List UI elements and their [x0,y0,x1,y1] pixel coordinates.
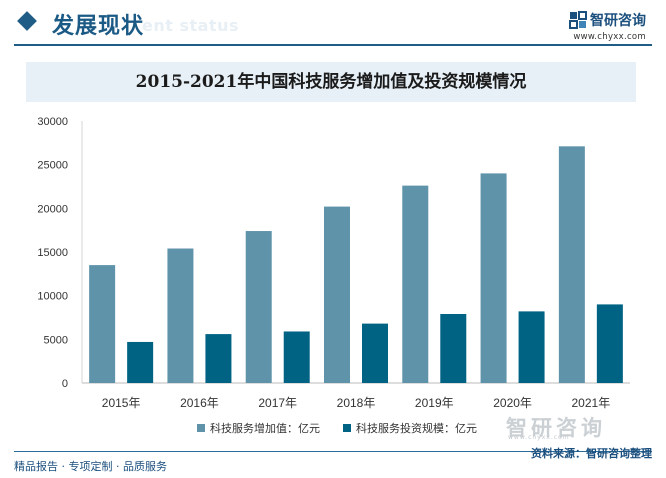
bar-series1 [89,265,116,383]
y-tick-label: 10000 [37,291,68,303]
bar-series1 [324,206,350,383]
legend-label-series1: 科技服务增加值：亿元 [210,421,320,435]
brand-name: 智研咨询 [590,12,646,29]
y-tick-label: 20000 [37,203,68,215]
watermark-url: www.chyxx.com [508,434,570,441]
brand-block: 智研咨询 www.chyxx.com [569,9,646,42]
watermark-logo: 智研咨询 [506,416,606,440]
y-tick-label: 0 [62,378,68,390]
x-tick-label: 2019年 [415,396,454,410]
bar-series2 [283,331,310,383]
x-tick-label: 2020年 [493,396,532,410]
section-title: 发展现状 [52,14,145,39]
chart-title: 2015-2021年中国科技服务增加值及投资规模情况 [135,72,527,92]
bar-series1 [480,173,507,383]
header-ghost-text: ent status [142,16,239,35]
zhiyan-logo-icon [569,10,587,29]
bar-series1 [245,231,272,383]
bar-series2 [127,341,154,383]
bar-series2 [362,323,388,383]
bar-series2 [205,334,232,383]
y-tick-label: 30000 [37,116,68,128]
legend-swatch-series1 [197,424,205,432]
y-tick-label: 25000 [37,160,68,172]
bar-series2 [596,304,623,383]
x-tick-label: 2015年 [102,396,141,410]
x-tick-label: 2017年 [258,396,297,410]
y-tick-label: 5000 [44,334,68,346]
bar-series2 [518,311,545,383]
bar-series2 [440,314,467,383]
footer-divider [14,451,652,452]
data-source: 资料来源：智研咨询整理 [531,447,652,460]
header-divider [14,44,652,46]
legend-label-series2: 科技服务投资规模：亿元 [356,421,477,435]
chart-title-band: 2015-2021年中国科技服务增加值及投资规模情况 [26,62,636,102]
section-header: ent status 发展现状 智研咨询 www.chyxx.com [0,0,666,50]
x-tick-label: 2018年 [337,396,376,410]
bar-series1 [402,185,429,383]
bar-series1 [558,146,585,383]
brand-url: www.chyxx.com [573,31,646,42]
bar-series1 [167,248,194,383]
x-tick-label: 2016年 [180,396,219,410]
y-tick-label: 15000 [37,247,68,259]
x-tick-label: 2021年 [572,396,611,410]
footer-tagline: 精品报告 · 专项定制 · 品质服务 [14,460,167,473]
legend-swatch-series2 [343,424,351,432]
